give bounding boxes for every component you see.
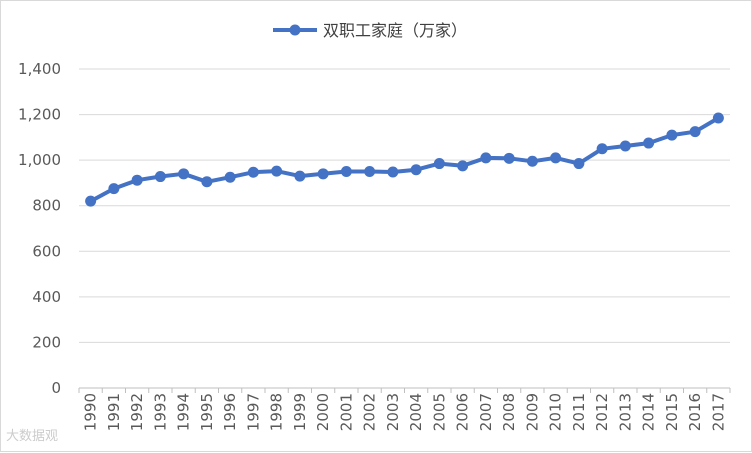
series-layer (85, 112, 724, 207)
x-tick-label-2000: 2000 (314, 393, 332, 431)
x-tick-label-2003: 2003 (384, 393, 402, 431)
data-point-2002 (364, 166, 376, 178)
y-tick-labels: 0 200 400 600 800 1,000 1,200 1,400 (18, 60, 61, 397)
data-point-2011 (573, 158, 585, 170)
x-tick-label-2006: 2006 (454, 393, 472, 431)
y-tick-label-800: 800 (32, 197, 61, 215)
data-point-1991 (108, 183, 120, 195)
x-tick-label-2017: 2017 (709, 393, 727, 431)
data-point-2009 (526, 155, 538, 167)
x-tick-label-1995: 1995 (198, 393, 216, 431)
x-tick-label-2007: 2007 (477, 393, 495, 431)
x-tick-label-2011: 2011 (570, 393, 588, 431)
x-tick-label-1998: 1998 (268, 393, 286, 431)
data-point-2006 (457, 160, 469, 172)
x-tick-label-2010: 2010 (547, 393, 565, 431)
x-tick-label-1992: 1992 (128, 393, 146, 431)
x-tick-label-1991: 1991 (105, 393, 123, 431)
y-tick-label-200: 200 (32, 333, 61, 351)
legend-label: 双职工家庭（万家） (323, 21, 467, 40)
data-point-1994 (178, 168, 190, 180)
watermark: 大数据观 (6, 429, 59, 444)
gridlines (79, 68, 730, 343)
data-point-2003 (387, 166, 399, 178)
x-tick-label-2015: 2015 (663, 393, 681, 431)
x-tick-label-2009: 2009 (523, 393, 541, 431)
x-tick-label-1997: 1997 (244, 393, 262, 431)
data-point-2005 (433, 158, 445, 170)
data-point-2008 (503, 152, 515, 164)
data-point-1992 (131, 174, 143, 186)
x-tick-label-1993: 1993 (151, 393, 169, 431)
y-tick-label-1400: 1,400 (18, 60, 61, 78)
data-point-2012 (596, 143, 608, 155)
y-tick-label-400: 400 (32, 288, 61, 306)
data-point-1999 (294, 170, 306, 182)
y-tick-label-0: 0 (51, 379, 61, 397)
x-tick-label-2001: 2001 (337, 393, 355, 431)
y-tick-label-1000: 1,000 (18, 151, 61, 169)
data-point-2010 (550, 152, 562, 164)
data-point-1998 (271, 165, 283, 177)
y-tick-label-600: 600 (32, 242, 61, 260)
x-tick-label-1996: 1996 (221, 393, 239, 431)
data-point-1997 (247, 166, 259, 178)
x-tick-label-2002: 2002 (361, 393, 379, 431)
data-point-2015 (666, 129, 678, 141)
x-tick-label-1990: 1990 (82, 393, 100, 431)
x-tick-label-1994: 1994 (175, 393, 193, 431)
x-tick-label-2008: 2008 (500, 393, 518, 431)
data-point-2013 (619, 140, 631, 152)
x-tick-label-2014: 2014 (640, 393, 658, 431)
legend-dot-marker (289, 24, 301, 36)
data-point-1996 (224, 171, 236, 183)
data-point-2014 (643, 137, 655, 149)
data-point-2000 (317, 168, 329, 180)
data-point-2007 (480, 152, 492, 164)
x-tick-label-2005: 2005 (430, 393, 448, 431)
x-tick-labels: 1990 1991 1992 1993 1994 1995 1996 1997 1998 1999… (82, 393, 728, 431)
data-point-2016 (689, 126, 701, 138)
x-tick-label-2013: 2013 (616, 393, 634, 431)
data-point-1990 (85, 195, 97, 207)
y-tick-label-1200: 1,200 (18, 106, 61, 124)
x-tick-label-2012: 2012 (593, 393, 611, 431)
data-point-2001 (340, 166, 352, 178)
axes (78, 387, 731, 393)
x-tick-label-2004: 2004 (407, 393, 425, 431)
data-point-1993 (154, 171, 166, 183)
x-tick-label-2016: 2016 (686, 393, 704, 431)
series-line (88, 116, 721, 204)
legend: 双职工家庭（万家） (273, 21, 467, 40)
x-tick-label-1999: 1999 (291, 393, 309, 431)
data-point-2004 (410, 164, 422, 176)
data-point-2017 (712, 112, 724, 124)
data-point-1995 (201, 176, 213, 188)
